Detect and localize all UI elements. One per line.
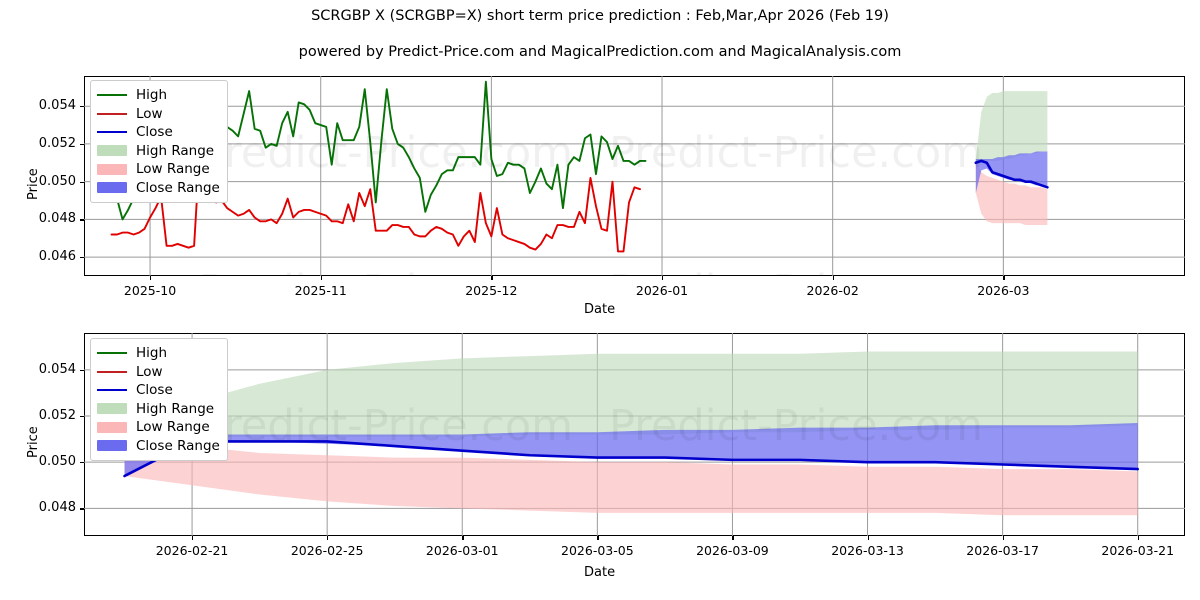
legend-label: Close — [136, 382, 173, 399]
x-tick-label: 2026-03-17 — [966, 543, 1039, 558]
x-tick-label: 2025-11 — [294, 283, 347, 298]
top-plot-area: Predict-Price.com Predict-Price.com Pred… — [84, 76, 1185, 276]
y-tick-mark — [80, 219, 84, 221]
legend-item-close: Close — [97, 381, 220, 400]
legend-swatch-low-range-icon — [97, 163, 127, 175]
x-tick-label: 2026-03-09 — [696, 543, 769, 558]
x-tick-label: 2026-03-21 — [1101, 543, 1175, 558]
legend-swatch-low-icon — [97, 107, 127, 121]
top-chart-panel: Predict-Price.com Predict-Price.com Pred… — [84, 76, 1185, 276]
x-tick-mark — [662, 276, 664, 280]
bottom-x-axis-label: Date — [584, 565, 616, 580]
legend-swatch-high-icon — [97, 88, 127, 102]
legend-swatch-high-range-icon — [97, 403, 127, 415]
y-tick-mark — [80, 143, 84, 146]
legend-item-close-range: Close Range — [97, 437, 220, 456]
bottom-chart-legend: High Low Close High Range Low Range Close Ran… — [90, 338, 228, 461]
legend-swatch-low-range-icon — [97, 421, 127, 433]
legend-item-high: High — [97, 86, 220, 105]
y-tick-label: 0.048 — [38, 211, 76, 227]
y-tick-mark — [80, 416, 84, 418]
x-tick-mark — [320, 276, 322, 280]
x-tick-mark — [192, 536, 194, 540]
bottom-chart-svg — [84, 333, 1185, 536]
legend-item-close: Close — [97, 123, 220, 142]
legend-label: Close — [136, 124, 173, 141]
x-tick-label: 2026-01 — [635, 283, 689, 298]
y-tick-mark — [80, 369, 84, 372]
legend-item-low: Low — [97, 105, 220, 124]
x-tick-label: 2026-02-21 — [155, 543, 229, 558]
legend-swatch-high-range-icon — [97, 145, 127, 157]
x-tick-label: 2026-02 — [806, 283, 859, 298]
x-tick-label: 2026-03-05 — [561, 543, 634, 558]
legend-label: Low Range — [136, 419, 210, 436]
y-tick-mark — [80, 462, 84, 464]
x-tick-mark — [832, 276, 834, 280]
page-title: SCRGBP X (SCRGBP=X) short term price pre… — [311, 8, 889, 24]
x-tick-label: 2026-02-25 — [290, 543, 364, 558]
y-tick-label: 0.050 — [38, 173, 76, 189]
legend-item-high-range: High Range — [97, 400, 220, 419]
legend-swatch-low-icon — [97, 365, 127, 379]
x-tick-label: 2026-03-13 — [831, 543, 904, 558]
x-tick-mark — [732, 536, 734, 540]
legend-label: Low — [136, 105, 163, 122]
legend-item-high: High — [97, 344, 220, 363]
legend-item-low-range: Low Range — [97, 418, 220, 437]
bottom-chart-panel: Predict-Price.com Predict-Price.com — [84, 333, 1185, 536]
legend-item-low: Low — [97, 363, 220, 382]
legend-swatch-high-icon — [97, 346, 127, 360]
top-chart-svg — [84, 76, 1185, 276]
x-tick-mark — [597, 536, 599, 540]
y-tick-label: 0.050 — [38, 454, 76, 470]
legend-label: Low — [136, 363, 163, 380]
legend-label: High — [136, 87, 168, 104]
legend-swatch-close-range-icon — [97, 182, 127, 194]
legend-label: High Range — [136, 400, 215, 417]
x-tick-mark — [150, 276, 152, 280]
y-tick-label: 0.052 — [38, 408, 76, 424]
top-x-axis-label: Date — [584, 302, 616, 317]
legend-label: Close Range — [136, 437, 220, 454]
y-tick-label: 0.052 — [38, 135, 76, 151]
bottom-y-axis-label: Price — [26, 426, 41, 458]
x-tick-label: 2026-03 — [977, 283, 1030, 298]
legend-item-close-range: Close Range — [97, 179, 220, 198]
legend-swatch-close-range-icon — [97, 440, 127, 452]
legend-label: Low Range — [136, 161, 210, 178]
y-tick-label: 0.048 — [38, 500, 76, 516]
x-tick-mark — [1002, 536, 1004, 540]
top-y-axis-label: Price — [26, 168, 41, 200]
bottom-plot-area: Predict-Price.com Predict-Price.com — [84, 333, 1185, 536]
y-tick-label: 0.046 — [38, 249, 76, 265]
top-chart-legend: High Low Close High Range Low Range Close Ran… — [90, 80, 228, 203]
x-tick-mark — [1003, 276, 1005, 280]
legend-swatch-close-icon — [97, 125, 127, 139]
x-tick-label: 2026-03-01 — [425, 543, 499, 558]
y-tick-mark — [80, 257, 84, 259]
y-tick-mark — [80, 181, 84, 183]
legend-label: Close Range — [136, 179, 220, 196]
x-tick-label: 2025-12 — [465, 283, 518, 298]
legend-swatch-close-icon — [97, 383, 127, 397]
legend-item-low-range: Low Range — [97, 160, 220, 179]
x-tick-mark — [1137, 536, 1139, 540]
x-tick-mark — [867, 536, 869, 540]
x-tick-label: 2025-10 — [123, 283, 177, 298]
y-tick-mark — [80, 106, 84, 108]
legend-item-high-range: High Range — [97, 142, 220, 161]
y-tick-label: 0.054 — [38, 98, 76, 114]
y-tick-label: 0.054 — [38, 361, 76, 377]
x-tick-mark — [491, 276, 493, 280]
page-subtitle: powered by Predict-Price.com and Magical… — [298, 44, 902, 60]
legend-label: High — [136, 345, 168, 362]
x-tick-mark — [462, 536, 464, 540]
x-tick-mark — [327, 536, 329, 540]
legend-label: High Range — [136, 142, 215, 159]
y-tick-mark — [80, 508, 84, 510]
